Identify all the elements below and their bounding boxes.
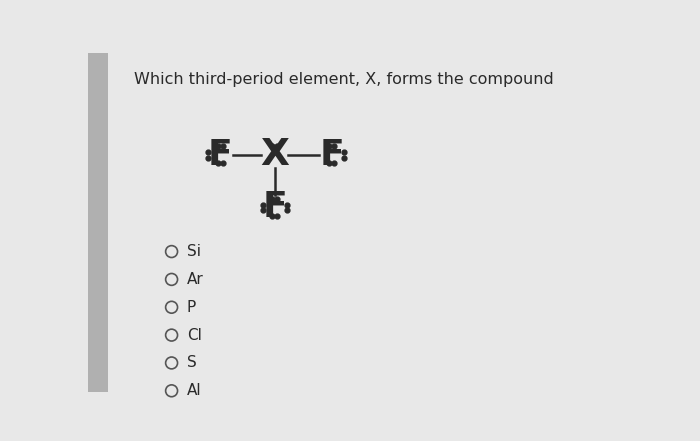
Text: Si: Si	[187, 244, 201, 259]
Text: S: S	[187, 355, 197, 370]
Text: Which third-period element, X, forms the compound: Which third-period element, X, forms the…	[134, 71, 554, 86]
FancyBboxPatch shape	[88, 53, 108, 392]
Text: F: F	[208, 138, 233, 172]
Text: Ar: Ar	[187, 272, 204, 287]
Text: F: F	[262, 191, 287, 224]
Text: Al: Al	[187, 383, 202, 398]
Text: Cl: Cl	[187, 328, 202, 343]
Text: F: F	[319, 138, 344, 172]
Text: X: X	[260, 137, 289, 173]
Text: P: P	[187, 300, 196, 315]
